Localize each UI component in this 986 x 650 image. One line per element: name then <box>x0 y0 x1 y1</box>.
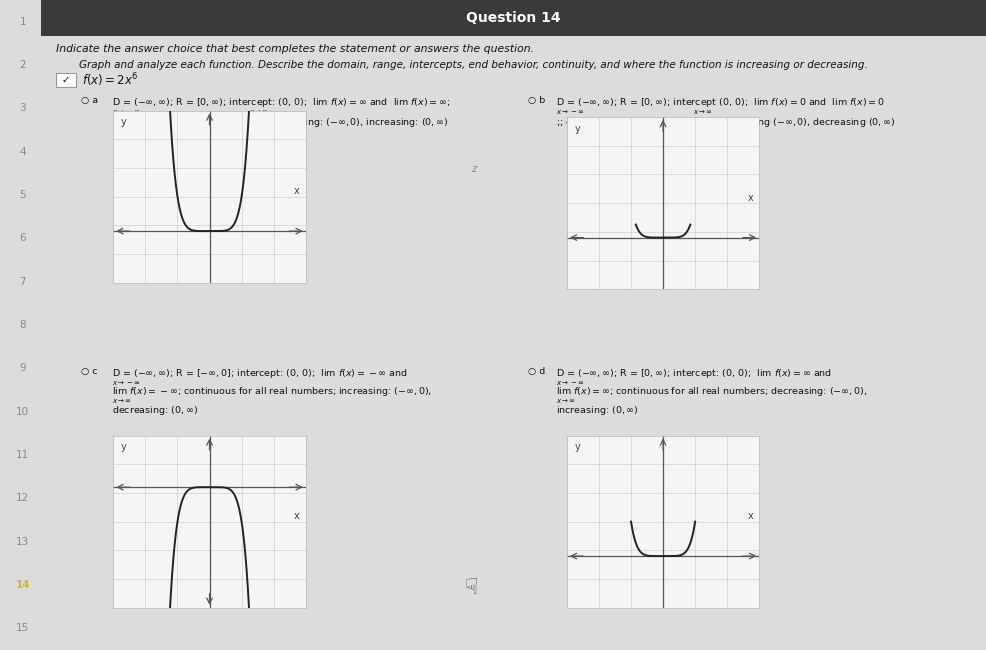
Text: $x\to-\infty$: $x\to-\infty$ <box>556 379 585 387</box>
Text: Graph and analyze each function. Describe the domain, range, intercepts, end beh: Graph and analyze each function. Describ… <box>79 60 868 70</box>
Text: x: x <box>747 193 753 203</box>
Text: 13: 13 <box>16 537 30 547</box>
Text: ○ d: ○ d <box>528 367 545 376</box>
Text: ;; continuous for all real numbers; increasing $(-\infty, 0)$, decreasing $(0, \: ;; continuous for all real numbers; incr… <box>556 116 895 129</box>
Text: ☟: ☟ <box>464 578 478 598</box>
Text: 5: 5 <box>20 190 26 200</box>
Text: D = $(-\infty, \infty)$; R = $[0, \infty)$; intercept: (0, 0);  lim $f(x)=\infty: D = $(-\infty, \infty)$; R = $[0, \infty… <box>112 96 451 109</box>
Bar <box>41 0 986 36</box>
Text: y: y <box>121 118 127 127</box>
Text: 10: 10 <box>16 407 30 417</box>
Text: Indicate the answer choice that best completes the statement or answers the ques: Indicate the answer choice that best com… <box>55 44 533 55</box>
FancyBboxPatch shape <box>55 73 76 87</box>
Text: D = $(-\infty, \infty)$; R = $[0, \infty)$; intercept (0, 0);  lim $f(x)=0$ and : D = $(-\infty, \infty)$; R = $[0, \infty… <box>556 96 885 109</box>
Text: lim $f(x)=\infty$; continuous for all real numbers; decreasing: $(-\infty, 0)$,: lim $f(x)=\infty$; continuous for all re… <box>556 385 868 398</box>
Text: y: y <box>121 443 127 452</box>
Text: ✓: ✓ <box>62 75 70 85</box>
Text: 12: 12 <box>16 493 30 503</box>
Text: lim $f(x)=-\infty$; continuous for all real numbers; increasing: $(-\infty, 0)$,: lim $f(x)=-\infty$; continuous for all r… <box>112 385 432 398</box>
Text: ○ c: ○ c <box>81 367 98 376</box>
Text: $x\to-\infty$: $x\to-\infty$ <box>112 108 141 116</box>
Text: z: z <box>471 164 476 174</box>
Text: $x\to-\infty$: $x\to-\infty$ <box>556 108 585 116</box>
Text: ○ b: ○ b <box>528 96 545 105</box>
Text: ○ a: ○ a <box>81 96 99 105</box>
Text: $x\to\infty$: $x\to\infty$ <box>556 397 576 405</box>
Text: 4: 4 <box>20 147 26 157</box>
Text: y: y <box>575 124 581 134</box>
Text: D = $(-\infty, \infty)$; R = $[0, \infty)$; intercept: (0, 0);  lim $f(x)=\infty: D = $(-\infty, \infty)$; R = $[0, \infty… <box>556 367 832 380</box>
Text: 11: 11 <box>16 450 30 460</box>
Text: $x\to\infty$: $x\to\infty$ <box>249 108 269 116</box>
Text: x: x <box>294 512 300 521</box>
Text: 15: 15 <box>16 623 30 633</box>
Text: y: y <box>575 443 581 452</box>
Text: 7: 7 <box>20 277 26 287</box>
Text: $f(x) = 2x^6$: $f(x) = 2x^6$ <box>82 71 138 89</box>
Text: increasing: $(0, \infty)$: increasing: $(0, \infty)$ <box>556 404 639 417</box>
Text: $x\to\infty$: $x\to\infty$ <box>693 108 713 116</box>
Text: $x\to\infty$: $x\to\infty$ <box>112 397 132 405</box>
Text: x: x <box>747 512 753 521</box>
Text: 3: 3 <box>20 103 26 113</box>
Text: 2: 2 <box>20 60 26 70</box>
Text: D = $(-\infty, \infty)$; R = $[-\infty, 0]$; intercept: (0, 0);  lim $f(x)=-\inf: D = $(-\infty, \infty)$; R = $[-\infty, … <box>112 367 408 380</box>
Text: 9: 9 <box>20 363 26 373</box>
Text: $x\to-\infty$: $x\to-\infty$ <box>112 379 141 387</box>
Text: 8: 8 <box>20 320 26 330</box>
Text: continuous for all real numbers; decreasing: $(-\infty, 0)$, increasing: $(0, \i: continuous for all real numbers; decreas… <box>112 116 449 129</box>
Text: 1: 1 <box>20 17 26 27</box>
Text: decreasing: $(0, \infty)$: decreasing: $(0, \infty)$ <box>112 404 198 417</box>
Text: 14: 14 <box>16 580 31 590</box>
Text: 6: 6 <box>20 233 26 243</box>
Text: Question 14: Question 14 <box>466 11 561 25</box>
Text: x: x <box>294 187 300 196</box>
